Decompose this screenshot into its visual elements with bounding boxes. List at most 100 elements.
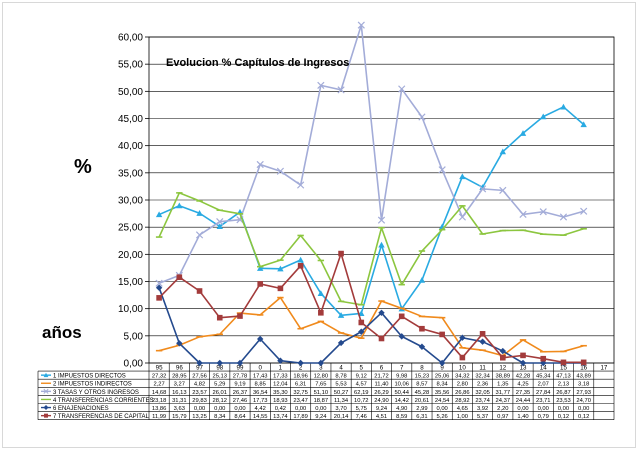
y-tick-label: 5,00 [124, 331, 144, 342]
data-label: 0,12 [578, 414, 589, 420]
data-label: 23,57 [192, 390, 207, 396]
data-point [276, 167, 285, 175]
data-label: 10,06 [394, 382, 409, 388]
data-label: 0,00 [437, 406, 448, 412]
data-label: 0,00 [578, 406, 589, 412]
data-label: 2,80 [457, 382, 468, 388]
data-label: 4,82 [194, 382, 205, 388]
data-point [236, 359, 244, 367]
data-point [418, 113, 426, 121]
data-label: 8,59 [396, 414, 407, 420]
data-label: 18,87 [314, 398, 329, 404]
data-label: 8,34 [214, 414, 226, 420]
x-tick-label: 3 [319, 365, 323, 372]
data-label: 27,32 [152, 374, 167, 380]
data-point [176, 340, 183, 347]
data-point [257, 281, 263, 287]
data-label: 9,12 [356, 374, 367, 380]
data-point [458, 213, 466, 221]
data-label: 24,44 [516, 398, 531, 404]
data-label: 0,00 [517, 406, 528, 412]
data-label: 18,96 [293, 374, 308, 380]
data-label: 0,00 [295, 406, 306, 412]
data-label: 4,90 [396, 406, 407, 412]
data-label: 9,98 [396, 374, 407, 380]
data-label: 0,79 [538, 414, 549, 420]
data-label: 20,14 [334, 414, 349, 420]
data-label: 1,00 [457, 414, 468, 420]
data-point [317, 81, 325, 89]
data-label: 23,53 [556, 398, 571, 404]
data-point [378, 241, 385, 248]
page-border [2, 2, 636, 448]
data-label: 0,97 [497, 414, 508, 420]
data-label: 50,27 [334, 390, 349, 396]
data-label: 0,12 [558, 414, 569, 420]
data-label: 24,70 [576, 398, 591, 404]
data-label: 47,13 [556, 374, 571, 380]
data-label: 7,46 [356, 414, 367, 420]
data-label: 17,73 [253, 398, 268, 404]
data-label: 5,29 [214, 382, 225, 388]
data-label: 35,56 [435, 390, 450, 396]
series-line [158, 192, 584, 306]
data-label: 27,46 [233, 398, 248, 404]
data-label: 8,34 [437, 382, 449, 388]
y-tick-label: 55,00 [118, 60, 143, 71]
data-point [580, 359, 587, 366]
series-line [158, 287, 584, 364]
data-point [478, 185, 487, 193]
data-point [540, 113, 547, 120]
data-point [318, 309, 324, 316]
data-label: 23,74 [475, 398, 490, 404]
data-point [216, 223, 223, 230]
data-point [195, 231, 204, 239]
data-label: 18,93 [273, 398, 288, 404]
data-point [419, 325, 425, 332]
data-label: 3,92 [477, 406, 488, 412]
data-point [338, 250, 344, 257]
data-label: 24,54 [435, 398, 450, 404]
x-tick-label: 96 [176, 365, 183, 372]
data-point [317, 290, 325, 297]
data-label: 26,29 [374, 390, 389, 396]
series-line [158, 24, 584, 284]
x-tick-label: 95 [156, 365, 163, 372]
data-point [580, 121, 587, 128]
data-point [297, 256, 304, 263]
data-point [156, 295, 162, 301]
data-label: 14,42 [394, 398, 409, 404]
x-tick-label: 98 [216, 365, 223, 372]
data-label: 0,00 [234, 406, 245, 412]
data-label: 6,31 [295, 382, 306, 388]
data-point [459, 354, 466, 361]
data-label: 27,35 [516, 390, 531, 396]
y-tick-label: 0,00 [124, 359, 144, 370]
data-point [277, 285, 284, 292]
data-label: 11,99 [152, 414, 166, 420]
data-label: 4,25 [517, 382, 528, 388]
y-axis-label: % [74, 156, 92, 178]
legend-key-marker [44, 413, 48, 418]
data-label: 4,42 [255, 406, 266, 412]
legend-key-marker [43, 405, 49, 411]
data-point [540, 355, 547, 362]
data-label: 27,78 [233, 374, 248, 380]
data-label: 15,23 [415, 374, 430, 380]
data-label: 31,31 [172, 398, 187, 404]
data-label: 11,34 [334, 398, 349, 404]
data-point [520, 352, 526, 359]
data-point [337, 312, 345, 318]
data-point [237, 313, 243, 319]
y-tick-label: 30,00 [118, 196, 143, 207]
data-label: 11,40 [374, 382, 388, 388]
data-label: 23,47 [293, 398, 308, 404]
data-point [155, 284, 163, 291]
data-label: 62,19 [354, 390, 369, 396]
data-label: 38,89 [496, 374, 511, 380]
series-line [158, 252, 584, 364]
data-label: 4,57 [356, 382, 367, 388]
data-point [358, 319, 365, 326]
data-label: 28,92 [455, 398, 470, 404]
data-label: 2,07 [538, 382, 549, 388]
